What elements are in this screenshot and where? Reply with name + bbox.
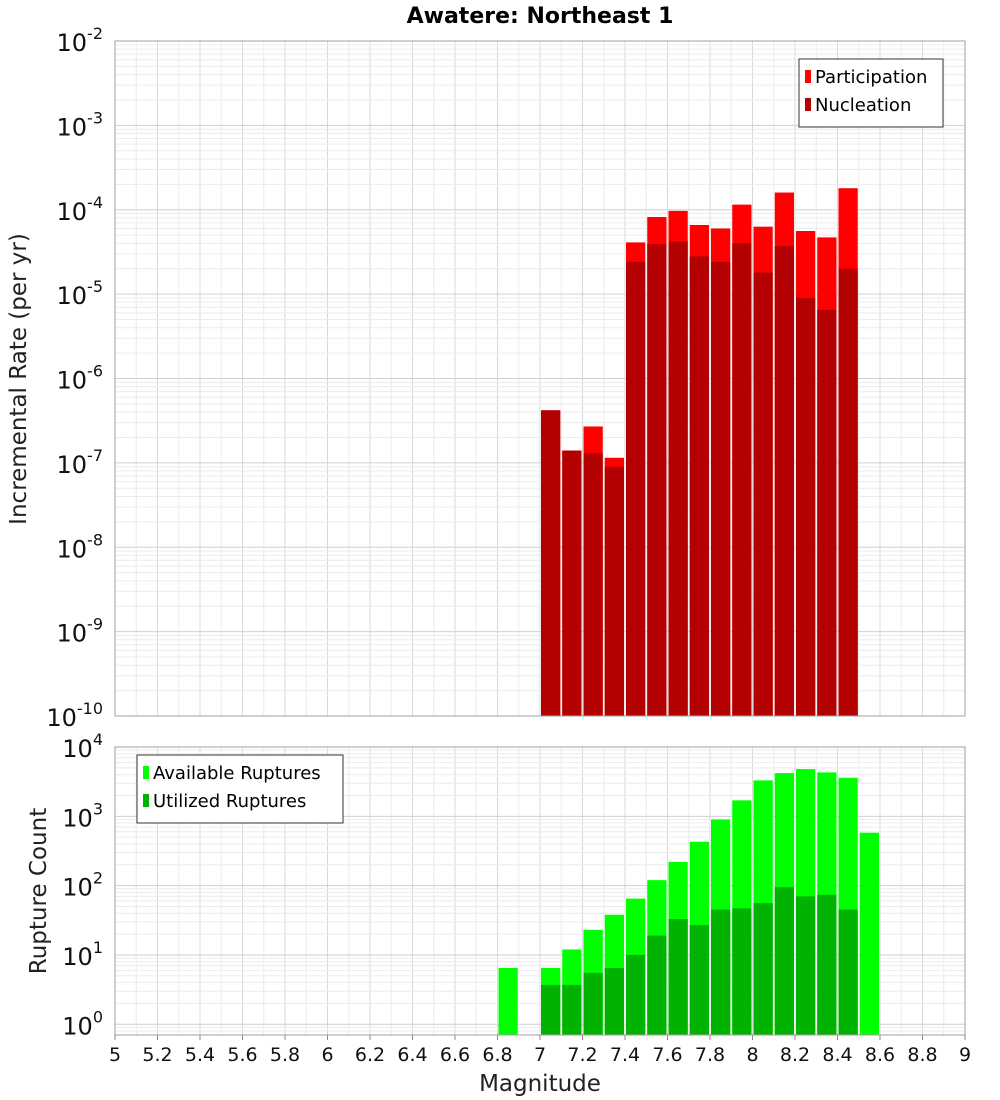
bar-nucleation [732,243,752,717]
bar-utilized-ruptures [604,967,624,1035]
bar-utilized-ruptures [647,935,667,1035]
y-tick-label: 10-5 [57,277,104,310]
legend-label: Nucleation [815,95,911,116]
y-tick-label: 10-4 [57,193,104,226]
bar-nucleation [626,262,646,716]
bar-nucleation [583,453,603,716]
legend-label: Utilized Ruptures [153,791,306,812]
legend-swatch [805,70,811,83]
bar-utilized-ruptures [562,984,582,1035]
x-tick-label: 9 [959,1044,971,1066]
bar-nucleation [689,256,709,716]
legend-box [136,754,344,824]
bar-utilized-ruptures [796,896,816,1035]
y-tick-label: 10-2 [57,24,104,57]
x-tick-label: 8 [746,1044,758,1066]
y-tick-label: 102 [62,869,103,902]
bar-nucleation [753,272,773,716]
rupture-count-panel: 100 101 102 103 104 5 5.2 5.4 5.6 5.8 6 6.2 6.4 6.6 6.… [62,730,971,1066]
y-axis-label-count: Rupture Count [26,808,52,974]
bar-nucleation [838,268,858,716]
plot-frame [114,40,966,717]
x-tick-label: 8.8 [907,1044,937,1066]
x-tick-label: 5.6 [227,1044,257,1066]
rate-panel: 10-10 10-9 10-8 10-7 10-6 10-5 10-4 10-3 10-2 Par… [46,24,966,732]
bar-utilized-ruptures [838,909,858,1035]
legend-swatch [143,766,149,779]
bar-utilized-ruptures [817,894,837,1035]
legend: Participation Nucleation [798,58,944,128]
x-tick-label: 7.8 [695,1044,725,1066]
x-tick-label: 8.2 [780,1044,810,1066]
bar-nucleation [817,309,837,716]
x-tick-label: 6 [321,1044,333,1066]
bar-nucleation [541,410,561,716]
bar-utilized-ruptures [689,925,709,1035]
bar-utilized-ruptures [583,972,603,1035]
y-tick-label: 10-8 [57,530,104,563]
x-tick-label: 5.4 [185,1044,215,1066]
y-tick-label: 10-6 [57,362,104,395]
x-tick-label: 6.4 [397,1044,427,1066]
x-tick-label: 6.8 [482,1044,512,1066]
bar-nucleation [774,246,794,716]
x-tick-label: 7.2 [567,1044,597,1066]
bar-nucleation [711,262,731,716]
bar-utilized-ruptures [732,908,752,1035]
y-tick-label: 10-7 [57,446,104,479]
x-tick-label: 5.8 [270,1044,300,1066]
x-tick-label: 7 [534,1044,546,1066]
x-tick-label: 6.6 [440,1044,470,1066]
legend-label: Participation [815,67,927,88]
y-tick-label: 100 [62,1007,103,1040]
legend: Available Ruptures Utilized Ruptures [136,754,344,824]
y-tick-label: 10-9 [57,615,104,648]
bar-nucleation [604,466,624,716]
legend-box [798,58,944,128]
y-tick-label: 103 [62,799,103,832]
bar-utilized-ruptures [753,903,773,1035]
bar-nucleation [796,297,816,716]
y-tick-label: 10-3 [57,108,104,141]
x-tick-label: 8.6 [865,1044,895,1066]
x-tick-label: 6.2 [355,1044,385,1066]
x-tick-label: 7.6 [652,1044,682,1066]
x-tick-label: 5.2 [142,1044,172,1066]
bar-utilized-ruptures [668,919,688,1035]
x-tick-label: 8.4 [822,1044,852,1066]
bar-nucleation [562,450,582,716]
y-tick-label: 10-10 [46,699,103,732]
x-axis-label: Magnitude [479,1071,601,1097]
y-tick-label: 101 [62,938,103,971]
bar-nucleation [668,241,688,717]
bar-nucleation [647,244,667,717]
y-axis-label-rate: Incremental Rate (per yr) [6,233,32,525]
chart-title: Awatere: Northeast 1 [407,4,674,29]
bar-utilized-ruptures [541,984,561,1035]
legend-swatch [805,98,811,111]
bar-utilized-ruptures [626,954,646,1035]
bar-utilized-ruptures [774,887,794,1035]
bar-available-ruptures [498,967,518,1035]
bar-available-ruptures [859,832,879,1035]
legend-swatch [143,794,149,807]
x-tick-label: 7.4 [610,1044,640,1066]
x-tick-label: 5 [109,1044,121,1066]
bar-utilized-ruptures [711,909,731,1035]
legend-label: Available Ruptures [153,763,321,784]
y-tick-label: 104 [62,730,103,763]
